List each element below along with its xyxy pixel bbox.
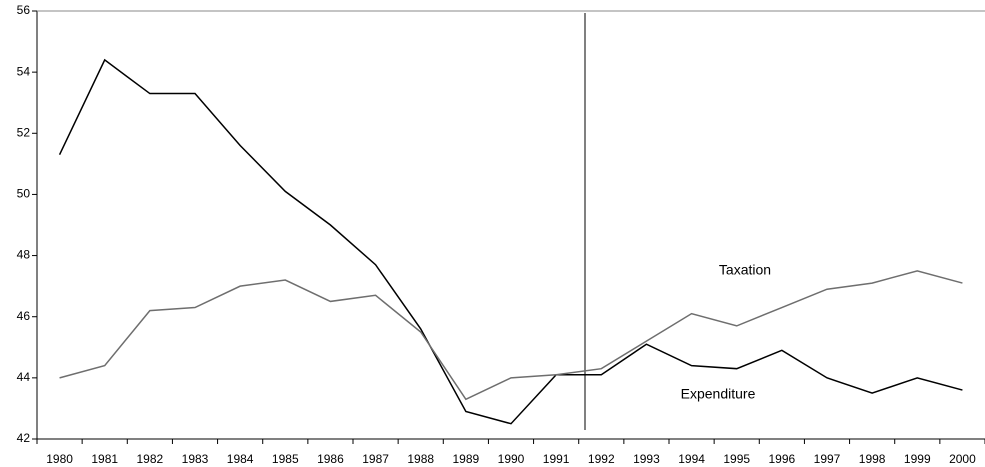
x-tick-label: 1994	[678, 452, 705, 466]
x-tick-label: 1989	[453, 452, 480, 466]
series-annotation: Taxation	[719, 262, 771, 278]
series-annotation: Expenditure	[681, 386, 756, 402]
x-tick-label: 1982	[137, 452, 164, 466]
series-line	[59, 270, 963, 401]
x-tick-label: 1992	[588, 452, 615, 466]
x-tick-label: 2000	[949, 452, 976, 466]
x-tick-label: 1996	[769, 452, 796, 466]
y-tick-label: 56	[17, 3, 31, 17]
series-line	[58, 58, 963, 425]
x-tick-label: 1985	[272, 452, 299, 466]
x-tick-label: 1986	[317, 452, 344, 466]
y-tick-label: 48	[17, 248, 31, 262]
x-tick-label: 1997	[814, 452, 841, 466]
y-tick-label: 52	[17, 125, 31, 139]
y-tick-label: 46	[17, 309, 31, 323]
x-tick-label: 1984	[227, 452, 254, 466]
y-tick-label: 54	[17, 64, 31, 78]
x-tick-label: 1990	[498, 452, 525, 466]
x-tick-label: 1981	[91, 452, 118, 466]
y-tick-label: 50	[17, 187, 31, 201]
x-tick-label: 1998	[859, 452, 886, 466]
x-tick-label: 1987	[362, 452, 389, 466]
x-tick-label: 1983	[182, 452, 209, 466]
x-tick-label: 1993	[633, 452, 660, 466]
y-tick-label: 44	[17, 370, 31, 384]
x-tick-label: 1991	[543, 452, 570, 466]
y-tick-label: 42	[17, 431, 31, 445]
x-tick-label: 1988	[407, 452, 434, 466]
x-tick-label: 1999	[904, 452, 931, 466]
x-tick-label: 1995	[723, 452, 750, 466]
x-tick-label: 1980	[46, 452, 73, 466]
